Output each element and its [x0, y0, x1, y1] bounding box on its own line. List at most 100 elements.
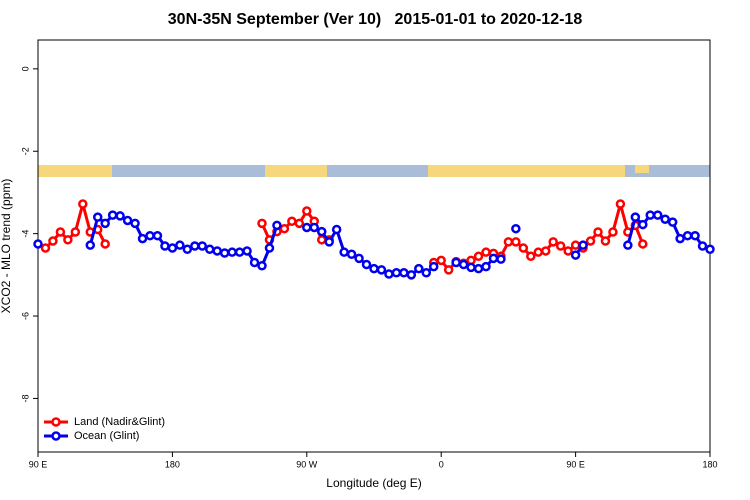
data-point — [346, 249, 357, 259]
data-point — [130, 218, 140, 229]
data-point — [690, 230, 700, 241]
data-point — [33, 239, 43, 249]
data-point — [167, 243, 178, 253]
data-point — [122, 215, 133, 226]
data-point — [496, 254, 506, 264]
data-point — [675, 233, 685, 244]
y-tick-label: -2 — [20, 147, 30, 155]
data-point — [436, 255, 446, 266]
data-point — [511, 237, 521, 247]
data-point — [623, 240, 633, 250]
data-point — [638, 239, 648, 249]
legend-item: Land (Nadir&Glint) — [44, 416, 165, 428]
data-point — [414, 263, 424, 274]
data-point — [175, 240, 185, 250]
data-point — [503, 237, 514, 247]
data-point — [331, 224, 342, 235]
x-tick-label: 90 E — [29, 459, 48, 469]
data-point — [197, 241, 208, 251]
data-point — [204, 244, 215, 255]
data-point — [458, 259, 469, 270]
data-point — [294, 218, 305, 229]
data-point — [249, 257, 260, 268]
data-point — [481, 261, 491, 272]
data-point — [697, 241, 708, 251]
data-point — [55, 227, 66, 237]
data-point — [92, 212, 103, 222]
data-point — [361, 259, 372, 270]
land-strip — [38, 165, 710, 177]
data-point — [190, 241, 200, 251]
x-tick-label: 90 W — [296, 459, 318, 469]
data-point — [548, 237, 558, 247]
legend-text: Ocean (Glint) — [74, 430, 139, 442]
y-tick-label: 0 — [20, 66, 30, 71]
data-point — [182, 244, 193, 255]
data-point — [70, 227, 81, 237]
data-point — [481, 247, 491, 257]
data-point — [212, 246, 222, 256]
data-point — [466, 262, 476, 273]
data-point — [473, 251, 484, 262]
data-point — [384, 269, 394, 279]
data-point — [421, 268, 432, 278]
x-axis-label: Longitude (deg E) — [326, 476, 421, 490]
data-point — [451, 257, 461, 268]
data-point — [399, 268, 409, 278]
x-tick-label: 180 — [702, 459, 717, 469]
data-point — [85, 240, 96, 250]
data-point — [302, 222, 312, 233]
data-point — [219, 248, 230, 258]
data-point — [63, 235, 73, 245]
data-point — [354, 253, 364, 264]
data-point — [257, 218, 267, 229]
data-point — [257, 261, 267, 271]
data-point — [630, 212, 641, 222]
y-axis-label: XCO2 - MLO trend (ppm) — [0, 179, 13, 314]
chart-title: 30N-35N September (Ver 10) 2015-01-01 to… — [168, 11, 583, 28]
data-point — [705, 244, 715, 255]
data-point — [339, 247, 349, 257]
data-point — [600, 236, 611, 246]
data-point — [570, 240, 581, 250]
data-point — [428, 261, 439, 272]
x-tick-label: 180 — [165, 459, 180, 469]
y-tick-label: -8 — [20, 394, 30, 402]
data-point — [272, 220, 282, 231]
data-point — [533, 247, 544, 257]
data-point — [287, 216, 297, 227]
legend-item: Ocean (Glint) — [44, 430, 139, 442]
data-point — [608, 227, 618, 237]
data-point — [234, 247, 245, 257]
legend-marker — [51, 417, 61, 427]
data-point — [264, 243, 275, 253]
data-point — [660, 214, 670, 224]
plot-frame — [37, 39, 711, 453]
data-point — [585, 236, 596, 246]
legend-marker — [51, 431, 61, 441]
y-tick-label: -4 — [20, 230, 30, 238]
data-point — [652, 210, 663, 220]
data-point — [443, 265, 454, 275]
data-point — [115, 211, 125, 221]
x-tick-label: 0 — [439, 459, 444, 469]
data-point — [78, 199, 88, 209]
data-point — [578, 240, 588, 250]
data-point — [615, 199, 626, 209]
data-point — [316, 226, 327, 237]
data-point — [638, 219, 648, 230]
data-point — [526, 251, 536, 262]
data-point — [540, 246, 551, 256]
data-point — [242, 246, 252, 256]
data-point — [518, 243, 529, 253]
data-point — [593, 227, 603, 237]
data-point — [100, 239, 110, 249]
data-point — [667, 217, 678, 227]
series-line — [44, 202, 645, 272]
data-point — [406, 270, 417, 280]
x-tick-label: 90 E — [566, 459, 585, 469]
y-tick-label: -6 — [20, 312, 30, 320]
data-point — [555, 241, 566, 251]
data-point — [488, 253, 499, 264]
